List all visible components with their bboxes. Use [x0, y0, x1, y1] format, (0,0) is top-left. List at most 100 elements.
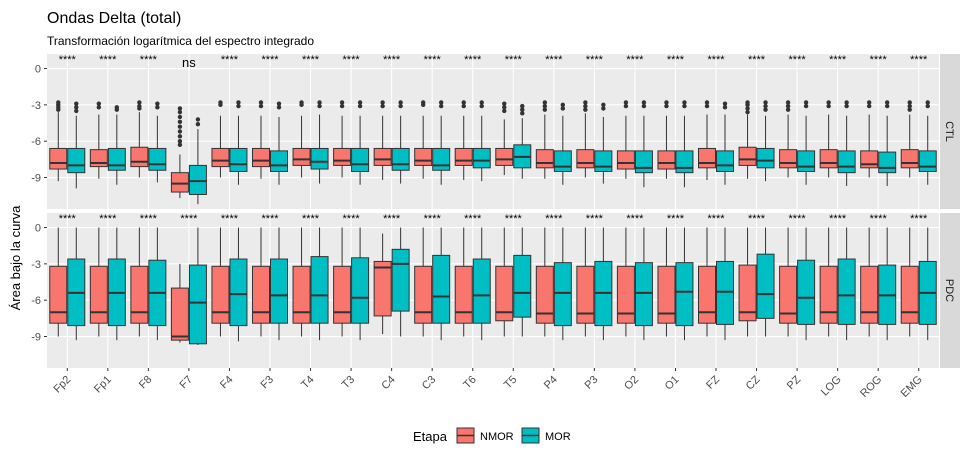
outlier-point — [623, 100, 629, 105]
significance-label: **** — [140, 54, 158, 66]
boxplot-nmor-rog — [860, 227, 879, 337]
outlier-point — [664, 100, 669, 105]
outlier-point — [722, 105, 728, 110]
outlier-point — [195, 117, 201, 122]
outlier-point — [276, 101, 282, 106]
boxplot-nmor-pz — [779, 227, 798, 337]
boxplot-mor-cz — [756, 227, 775, 337]
significance-label: **** — [707, 54, 725, 66]
outlier-point — [398, 103, 403, 109]
outlier-point — [664, 103, 669, 109]
boxplot-nmor-o1 — [657, 227, 676, 337]
boxplot-mor-f3 — [270, 227, 288, 341]
outlier-point — [195, 122, 201, 127]
significance-label: **** — [586, 54, 604, 66]
outlier-point — [74, 105, 79, 110]
outlier-point — [641, 103, 647, 109]
box — [130, 265, 149, 324]
x-tick-label: PZ — [785, 373, 804, 392]
outlier-point — [479, 100, 484, 105]
box — [900, 265, 919, 324]
box — [270, 258, 288, 324]
boxplot-nmor-t3 — [333, 100, 352, 178]
x-tick-label: P4 — [542, 374, 560, 392]
boxplot-nmor-t4 — [292, 227, 311, 337]
outlier-point — [177, 109, 183, 115]
box — [270, 150, 288, 172]
outlier-point — [682, 103, 687, 109]
x-tick-label: LOG — [819, 374, 844, 399]
significance-label: **** — [545, 213, 563, 225]
boxplot-mor-f7 — [188, 117, 207, 205]
boxplot-mor-pz — [797, 227, 816, 341]
boxplot-nmor-t5 — [495, 227, 514, 337]
outlier-point — [380, 100, 385, 105]
significance-label: **** — [667, 213, 685, 225]
outlier-point — [785, 107, 791, 112]
box — [900, 149, 919, 169]
facet-label: PDC — [943, 279, 955, 302]
boxplot-mor-t5 — [513, 227, 532, 337]
facet-label: CTL — [943, 121, 955, 142]
boxplot-mor-o2 — [634, 100, 653, 188]
significance-label: **** — [59, 54, 77, 66]
boxplot-nmor-t6 — [454, 227, 473, 337]
boxplot-nmor-emg — [900, 227, 919, 337]
boxplot-nmor-cz — [738, 100, 757, 179]
boxplot-mor-o1 — [675, 100, 694, 188]
x-tick-label: F4 — [218, 374, 236, 392]
outlier-point — [542, 103, 548, 109]
box — [756, 147, 775, 169]
boxplot-nmor-f4 — [211, 100, 230, 178]
box — [252, 265, 270, 324]
x-tick-label: F7 — [177, 374, 195, 392]
box — [716, 150, 734, 172]
outlier-point — [317, 103, 322, 109]
outlier-point — [763, 107, 768, 112]
box — [351, 147, 370, 172]
significance-label: **** — [221, 213, 239, 225]
significance-label: **** — [505, 54, 523, 66]
box — [292, 265, 311, 324]
y-tick-label: -3 — [31, 100, 41, 112]
outlier-point — [438, 100, 444, 105]
outlier-point — [461, 100, 466, 105]
outlier-point — [137, 106, 142, 111]
outlier-point — [844, 100, 849, 105]
x-tick-label: T3 — [340, 374, 358, 392]
significance-label: **** — [626, 213, 644, 225]
outlier-point — [682, 100, 687, 105]
significance-label: **** — [707, 213, 725, 225]
chart-title: Ondas Delta (total) — [47, 10, 181, 27]
outlier-point — [276, 105, 282, 110]
outlier-point — [583, 107, 588, 112]
outlier-point — [137, 100, 142, 105]
outlier-point — [722, 101, 728, 106]
boxplot-nmor-log — [819, 227, 838, 337]
box — [837, 258, 856, 325]
x-axis: Fp2 Fp1 F8 F7 F4 F3 T4 T3 C4 C3 T6 T5 P4 P3 O2 O1 FZ CZ PZ… — [51, 368, 925, 400]
facet-strip — [940, 213, 960, 368]
significance-label: **** — [383, 213, 401, 225]
box — [252, 147, 270, 168]
boxplot-nmor-p3 — [576, 100, 595, 178]
boxplot-mor-pz — [797, 100, 816, 185]
y-tick-label: -6 — [31, 136, 41, 148]
box — [513, 254, 532, 318]
significance-label: **** — [789, 213, 807, 225]
outlier-point — [583, 100, 588, 105]
x-tick-label: ROG — [858, 374, 884, 400]
outlier-point — [380, 103, 385, 109]
boxplot-mor-fp1 — [107, 105, 126, 185]
boxplot-mor-f8 — [148, 227, 167, 341]
outlier-point — [884, 100, 890, 105]
box — [351, 257, 370, 324]
outlier-point — [155, 101, 160, 106]
boxplot-mor-log — [837, 227, 856, 341]
box — [797, 259, 816, 325]
boxplot-mor-c4 — [391, 227, 410, 337]
outlier-point — [438, 103, 444, 109]
boxplot-nmor-fz — [698, 227, 716, 337]
outlier-point — [601, 102, 606, 108]
